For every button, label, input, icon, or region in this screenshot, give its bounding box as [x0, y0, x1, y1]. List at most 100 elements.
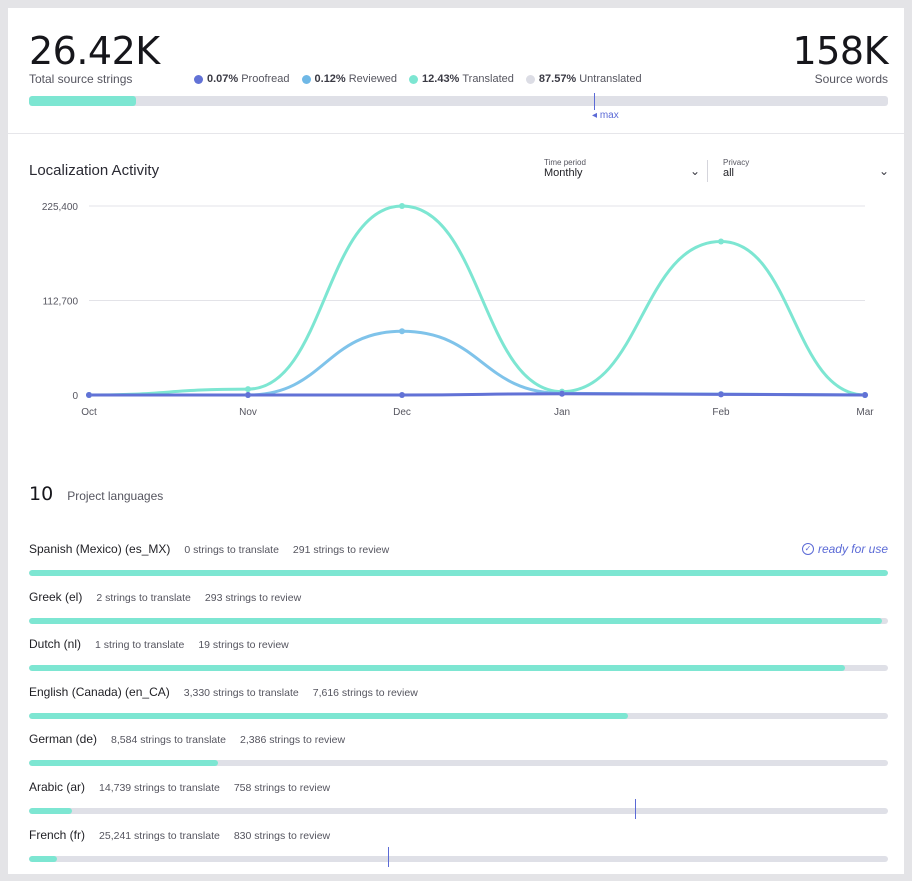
data-point[interactable] — [862, 392, 868, 398]
language-progress-bar — [29, 665, 888, 672]
x-tick-label: Mar — [856, 407, 874, 418]
language-row-header: German (de) 8,584 strings to translate 2,3… — [29, 732, 888, 750]
language-row-header: Spanish (Mexico) (es_MX) 0 strings to tra… — [29, 542, 888, 560]
strings-to-review: 758 strings to review — [233, 782, 331, 794]
language-progress-fill — [29, 712, 628, 719]
language-row-header: English (Canada) (en_CA) 3,330 strings to… — [29, 685, 888, 703]
legend-translated: 12.43% Translated — [409, 73, 514, 85]
language-progress-fill — [29, 617, 882, 624]
ready-for-use-badge: ✓ ready for use — [801, 542, 888, 556]
legend-pct: 87.57% — [538, 73, 577, 85]
strings-to-translate: 25,241 strings to translate — [99, 829, 220, 842]
language-row-header: Dutch (nl) 1 string to translate 19 string… — [29, 637, 888, 655]
privacy-label: Privacy — [723, 158, 750, 167]
language-progress-bar — [29, 712, 888, 719]
languages-label: Project languages — [67, 489, 164, 503]
chevron-down-icon: ⌄ — [878, 164, 889, 178]
language-progress-fill — [29, 855, 58, 862]
language-row[interactable]: English (Canada) (en_CA) 3,330 strings to… — [29, 685, 888, 723]
legend-pct: 12.43% — [422, 73, 460, 85]
language-name[interactable]: Greek (el) — [29, 589, 83, 604]
strings-to-translate: 3,330 strings to translate — [183, 686, 299, 699]
languages-header: 10 Project languages — [29, 483, 163, 505]
language-row-header: Greek (el) 2 strings to translate 293 stri… — [29, 590, 888, 608]
x-tick-label: Dec — [393, 407, 411, 418]
strings-to-translate: 0 strings to translate — [184, 544, 279, 556]
strings-to-review: 293 strings to review — [204, 591, 302, 604]
language-progress-bar — [29, 855, 888, 862]
data-point[interactable] — [245, 386, 251, 393]
legend-label: Proofread — [241, 73, 290, 85]
strings-to-review: 7,616 strings to review — [312, 686, 418, 699]
total-strings-label: Total source strings — [29, 72, 133, 86]
legend-pct: 0.07% — [207, 73, 239, 85]
language-progress-bar — [29, 808, 888, 814]
x-tick-label: Feb — [712, 407, 730, 418]
legend-proofread: 0.07% Proofread — [194, 73, 290, 85]
language-progress-bar — [29, 760, 888, 767]
overall-progress-fill — [29, 96, 136, 106]
language-row[interactable]: German (de) 8,584 strings to translate 2,3… — [29, 732, 888, 770]
section-divider — [8, 133, 904, 134]
language-name[interactable]: French (fr) — [29, 827, 86, 842]
language-name[interactable]: Arabic (ar) — [29, 780, 86, 794]
language-name[interactable]: English (Canada) (en_CA) — [29, 684, 170, 699]
legend-label: Translated — [462, 73, 514, 85]
language-row[interactable]: French (fr) 25,241 strings to translate 83… — [29, 828, 888, 867]
data-point[interactable] — [559, 390, 565, 397]
ready-for-use-label: ready for use — [817, 542, 888, 556]
language-row[interactable]: Arabic (ar) 14,739 strings to translate 75… — [29, 780, 888, 819]
privacy-value: all — [723, 167, 735, 179]
legend-label: Untranslated — [579, 73, 642, 85]
x-tick-label: Jan — [554, 407, 570, 418]
language-row[interactable]: Spanish (Mexico) (es_MX) 0 strings to tra… — [29, 542, 888, 580]
select-separator — [707, 160, 708, 182]
max-marker — [594, 93, 595, 110]
y-tick-label: 0 — [72, 391, 78, 402]
language-progress-fill — [29, 760, 218, 767]
language-progress-fill — [29, 808, 72, 814]
time-period-select[interactable]: Time period Monthly ⌄ — [544, 158, 700, 182]
strings-to-review: 19 strings to review — [198, 639, 289, 652]
legend-dot — [525, 74, 535, 84]
language-name[interactable]: Dutch (nl) — [29, 637, 82, 652]
strings-to-translate: 1 string to translate — [95, 639, 185, 652]
data-point[interactable] — [718, 391, 724, 398]
language-progress-bar — [29, 570, 888, 576]
strings-to-review: 2,386 strings to review — [240, 734, 346, 747]
language-row[interactable]: Greek (el) 2 strings to translate 293 stri… — [29, 590, 888, 628]
strings-to-translate: 2 strings to translate — [96, 591, 191, 604]
x-tick-label: Nov — [239, 407, 257, 418]
chevron-down-icon: ⌄ — [689, 164, 700, 178]
language-row-header: French (fr) 25,241 strings to translate 83… — [29, 828, 888, 846]
legend-reviewed: 0.12% Reviewed — [301, 73, 398, 85]
strings-to-review: 291 strings to review — [292, 544, 390, 556]
privacy-select[interactable]: Privacy all ⌄ — [723, 158, 889, 182]
language-progress-fill — [29, 665, 846, 672]
strings-to-review: 830 strings to review — [233, 829, 331, 842]
y-tick-label: 225,400 — [42, 202, 79, 213]
source-words-label: Source words — [814, 72, 888, 86]
source-words-value: 158K — [792, 29, 889, 73]
language-name[interactable]: Spanish (Mexico) (es_MX) — [29, 542, 171, 556]
legend-untranslated: 87.57% Untranslated — [525, 73, 642, 85]
total-strings-value: 26.42K — [29, 29, 160, 73]
legend-dot — [301, 74, 311, 84]
language-progress-fill — [29, 570, 888, 576]
data-point[interactable] — [399, 392, 405, 398]
progress-legend: 0.07% Proofread 0.12% Reviewed 12.43% Tr… — [194, 73, 654, 85]
data-point[interactable] — [245, 392, 251, 398]
language-row[interactable]: Dutch (nl) 1 string to translate 19 string… — [29, 637, 888, 675]
legend-pct: 0.12% — [314, 73, 346, 85]
data-point[interactable] — [718, 238, 724, 245]
legend-label: Reviewed — [348, 73, 398, 85]
data-point[interactable] — [399, 203, 405, 209]
language-name[interactable]: German (de) — [29, 732, 98, 747]
data-point[interactable] — [399, 328, 405, 335]
data-point[interactable] — [86, 392, 92, 398]
languages-count: 10 — [29, 483, 54, 505]
x-tick-label: Oct — [81, 407, 97, 418]
language-row-header: Arabic (ar) 14,739 strings to translate 75… — [29, 780, 888, 798]
max-label-text: max — [599, 110, 619, 121]
